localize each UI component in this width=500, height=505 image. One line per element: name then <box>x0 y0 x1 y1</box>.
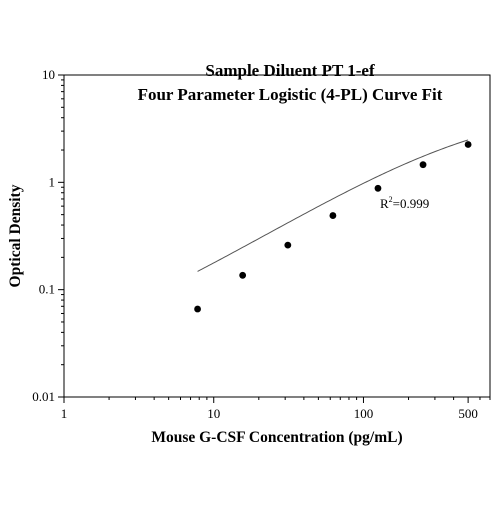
r-squared-value: =0.999 <box>393 196 430 211</box>
x-axis-label: Mouse G-CSF Concentration (pg/mL) <box>151 429 402 446</box>
chart-title-line-1: Sample Diluent PT 1-ef <box>205 61 375 80</box>
x-axis-ticks: 1 10 100 500 <box>61 397 491 421</box>
data-point <box>239 271 247 279</box>
plot-frame <box>63 74 491 398</box>
y-tick-label: 10 <box>42 67 55 82</box>
y-tick-label: 0.01 <box>32 389 55 404</box>
y-tick-label: 0.1 <box>39 282 55 297</box>
r-squared-prefix: R <box>380 196 389 211</box>
data-point <box>329 212 337 219</box>
y-axis-ticks: 0.01 0.1 1 10 <box>32 67 64 404</box>
data-point <box>464 141 472 148</box>
x-tick-label: 500 <box>458 406 478 421</box>
x-tick-label: 1 <box>61 406 68 421</box>
fit-curve <box>197 139 469 272</box>
chart-title-line-2: Four Parameter Logistic (4-PL) Curve Fit <box>138 85 443 104</box>
data-point <box>419 161 427 169</box>
fit-curve-group <box>197 139 469 272</box>
r-squared-annotation: R2=0.999 <box>380 195 429 211</box>
data-point <box>194 305 201 313</box>
x-tick-label: 10 <box>207 406 220 421</box>
y-axis-label: Optical Density <box>7 184 24 287</box>
data-point <box>284 241 292 249</box>
x-tick-label: 100 <box>354 406 374 421</box>
r-squared-superscript: 2 <box>389 195 393 204</box>
y-tick-label: 1 <box>49 174 56 189</box>
data-point <box>374 184 382 192</box>
data-points <box>194 141 472 313</box>
